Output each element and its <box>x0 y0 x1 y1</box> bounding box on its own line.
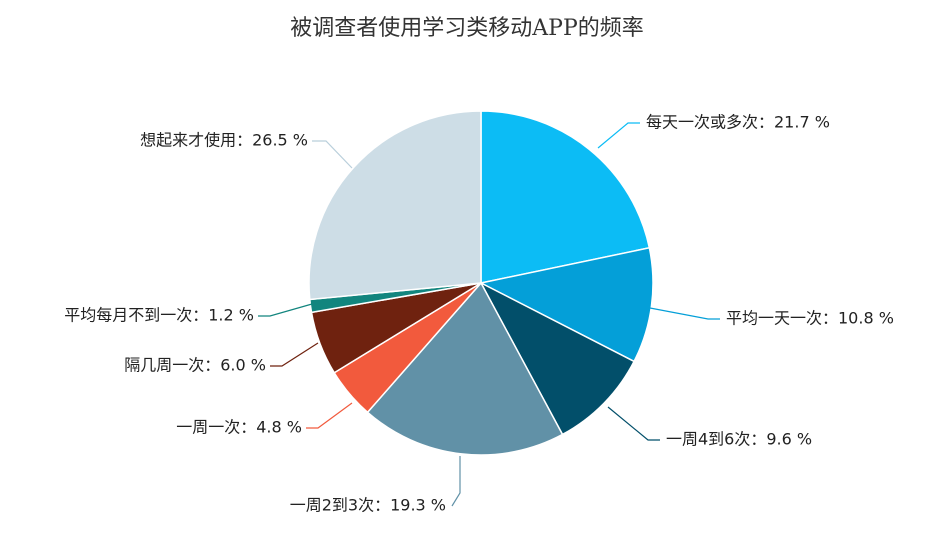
leader-line <box>306 402 353 429</box>
slice-label: 隔几周一次：6.0 % <box>124 356 266 375</box>
leader-line <box>258 303 313 317</box>
slice-label: 平均每月不到一次：1.2 % <box>64 306 254 325</box>
leader-line <box>312 140 353 169</box>
slices-layer <box>308 110 654 456</box>
leader-line <box>597 122 640 149</box>
slice-label: 一周一次：4.8 % <box>176 418 302 437</box>
pie-slice <box>308 110 482 301</box>
slice-label: 一周4到6次：9.6 % <box>666 430 812 449</box>
slice-label: 平均一天一次：10.8 % <box>726 309 894 328</box>
leader-line <box>270 342 319 367</box>
leader-line <box>607 406 660 441</box>
pie-slice <box>480 110 651 284</box>
pie-slice <box>366 281 564 456</box>
leader-line <box>649 307 720 320</box>
leader-lines-layer <box>258 122 720 507</box>
slice-label: 一周2到3次：19.3 % <box>290 496 446 515</box>
slice-labels-layer: 每天一次或多次：21.7 % 平均一天一次：10.8 % 一周4到6次：9.6 % 一… <box>64 113 894 515</box>
chart-title: 被调查者使用学习类移动APP的频率 <box>290 16 644 41</box>
pie-slice <box>479 281 636 436</box>
pie-slice <box>478 246 654 363</box>
slice-label: 想起来才使用：26.5 % <box>140 131 308 150</box>
leader-line <box>451 456 461 507</box>
slice-label: 每天一次或多次：21.7 % <box>646 113 830 132</box>
